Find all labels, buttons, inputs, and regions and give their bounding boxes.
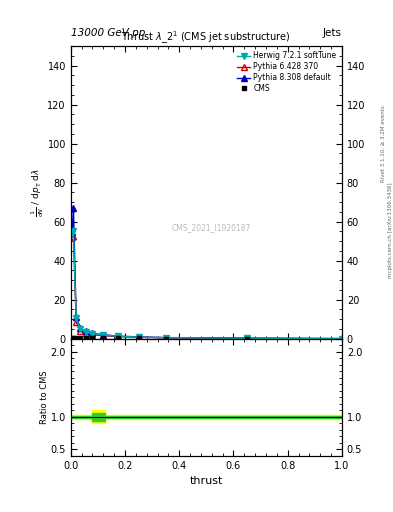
Pythia 6.428 370	[340, 335, 344, 342]
Pythia 6.428 370	[116, 334, 121, 340]
Herwig 7.2.1 softTune	[101, 332, 106, 338]
Herwig 7.2.1 softTune	[83, 329, 88, 335]
CMS	[244, 335, 250, 342]
CMS	[83, 335, 88, 341]
Pythia 6.428 370	[101, 333, 106, 339]
Herwig 7.2.1 softTune	[74, 315, 79, 321]
Pythia 8.308 default	[136, 334, 141, 340]
Pythia 6.428 370	[136, 334, 141, 340]
Pythia 6.428 370	[163, 335, 168, 341]
Text: 13000 GeV pp: 13000 GeV pp	[71, 28, 145, 38]
Pythia 6.428 370	[78, 328, 83, 334]
Text: CMS_2021_I1920187: CMS_2021_I1920187	[172, 223, 252, 232]
Pythia 8.308 default	[71, 205, 76, 211]
CMS	[71, 335, 76, 341]
Title: Thrust $\lambda\_2^1$ (CMS jet substructure): Thrust $\lambda\_2^1$ (CMS jet substruct…	[121, 30, 291, 46]
CMS	[163, 335, 168, 342]
Bar	[92, 410, 105, 423]
Bar	[71, 416, 342, 418]
Pythia 8.308 default	[340, 335, 344, 342]
Pythia 8.308 default	[90, 330, 95, 336]
Herwig 7.2.1 softTune	[116, 333, 121, 339]
Pythia 8.308 default	[74, 314, 79, 321]
Herwig 7.2.1 softTune	[71, 228, 76, 234]
Pythia 6.428 370	[90, 332, 95, 338]
CMS	[90, 335, 95, 342]
CMS	[136, 335, 141, 342]
Pythia 8.308 default	[244, 335, 250, 342]
Herwig 7.2.1 softTune	[78, 326, 83, 332]
Pythia 8.308 default	[70, 229, 74, 236]
CMS	[101, 335, 106, 342]
Herwig 7.2.1 softTune	[163, 335, 168, 341]
Line: Pythia 6.428 370: Pythia 6.428 370	[69, 233, 345, 342]
Line: Pythia 8.308 default: Pythia 8.308 default	[69, 205, 345, 342]
Herwig 7.2.1 softTune	[90, 331, 95, 337]
Pythia 8.308 default	[83, 328, 88, 334]
CMS	[70, 335, 74, 341]
CMS	[78, 335, 83, 341]
Bar	[71, 415, 342, 419]
Text: mcplots.cern.ch [arXiv:1306.3436]: mcplots.cern.ch [arXiv:1306.3436]	[388, 183, 393, 278]
Pythia 8.308 default	[78, 325, 83, 331]
Pythia 6.428 370	[74, 319, 79, 325]
Herwig 7.2.1 softTune	[136, 334, 141, 340]
Pythia 6.428 370	[83, 330, 88, 336]
Y-axis label: $\frac{1}{\mathrm{d}N}$ / $\mathrm{d}p_\mathrm{T}$ $\mathrm{d}\lambda$: $\frac{1}{\mathrm{d}N}$ / $\mathrm{d}p_\…	[29, 168, 46, 217]
Herwig 7.2.1 softTune	[70, 230, 74, 237]
Y-axis label: Ratio to CMS: Ratio to CMS	[40, 370, 49, 424]
Pythia 8.308 default	[101, 332, 106, 338]
Line: Herwig 7.2.1 softTune: Herwig 7.2.1 softTune	[69, 228, 345, 342]
CMS	[116, 335, 121, 342]
Legend: Herwig 7.2.1 softTune, Pythia 6.428 370, Pythia 8.308 default, CMS: Herwig 7.2.1 softTune, Pythia 6.428 370,…	[235, 50, 338, 95]
Pythia 6.428 370	[71, 233, 76, 239]
Pythia 8.308 default	[116, 333, 121, 339]
Bar	[92, 413, 105, 420]
Pythia 6.428 370	[244, 335, 250, 342]
Text: Rivet 3.1.10, ≥ 3.2M events: Rivet 3.1.10, ≥ 3.2M events	[381, 105, 386, 182]
CMS	[74, 335, 79, 341]
Pythia 6.428 370	[70, 234, 74, 240]
Text: Jets: Jets	[323, 28, 342, 38]
Pythia 8.308 default	[163, 334, 168, 340]
Herwig 7.2.1 softTune	[340, 335, 344, 342]
Herwig 7.2.1 softTune	[244, 335, 250, 342]
X-axis label: thrust: thrust	[190, 476, 223, 486]
Line: CMS: CMS	[70, 335, 250, 341]
